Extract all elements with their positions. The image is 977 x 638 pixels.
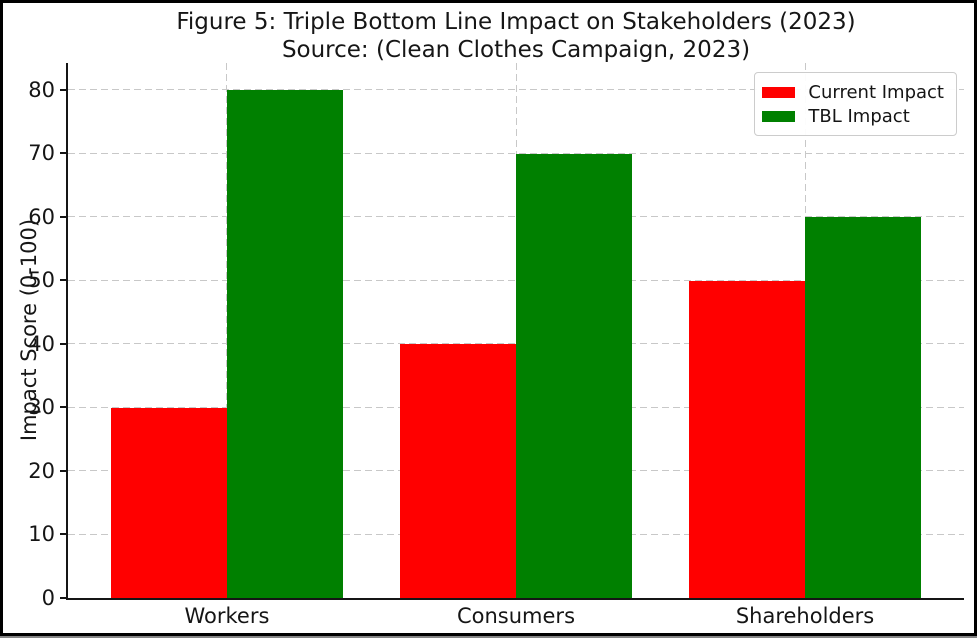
legend-label-tbl-impact: TBL Impact xyxy=(808,105,910,127)
bar-tbl-impact-workers xyxy=(226,90,343,598)
bar-current-impact-shareholders xyxy=(689,280,806,598)
legend-swatch-tbl-impact xyxy=(762,110,796,122)
y-tick-label-60: 60 xyxy=(28,204,55,229)
x-tick-label-shareholders: Shareholders xyxy=(735,604,875,628)
y-tick-80 xyxy=(60,88,66,91)
y-tick-10 xyxy=(60,533,66,536)
y-tick-50 xyxy=(60,279,66,282)
bar-tbl-impact-consumers xyxy=(516,153,632,598)
title-block: Figure 5: Triple Bottom Line Impact on S… xyxy=(68,8,964,64)
y-tick-label-0: 0 xyxy=(41,586,55,610)
y-tick-label-80: 80 xyxy=(28,77,55,102)
plot-area: Current Impact TBL Impact xyxy=(66,63,964,600)
y-tick-70 xyxy=(60,152,66,155)
legend-swatch-current-impact xyxy=(762,86,796,98)
y-tick-0 xyxy=(60,597,66,599)
chart-subtitle: Source: (Clean Clothes Campaign, 2023) xyxy=(281,37,751,63)
bar-current-impact-consumers xyxy=(400,344,516,598)
y-tick-label-40: 40 xyxy=(28,331,55,356)
chart-title: Figure 5: Triple Bottom Line Impact on S… xyxy=(176,9,856,35)
chart-canvas: Figure 5: Triple Bottom Line Impact on S… xyxy=(3,3,974,633)
y-tick-label-30: 30 xyxy=(28,395,55,420)
legend: Current Impact TBL Impact xyxy=(754,72,957,136)
y-tick-60 xyxy=(60,215,66,218)
x-tick-label-consumers: Consumers xyxy=(456,604,576,628)
y-tick-40 xyxy=(60,342,66,345)
y-tick-30 xyxy=(60,406,66,409)
bar-tbl-impact-shareholders xyxy=(805,217,921,598)
legend-item-tbl-impact: TBL Impact xyxy=(762,104,944,128)
y-tick-label-70: 70 xyxy=(28,141,55,166)
x-axis-spine xyxy=(66,598,964,600)
legend-item-current-impact: Current Impact xyxy=(762,80,944,104)
legend-label-current-impact: Current Impact xyxy=(808,81,944,103)
y-tick-label-20: 20 xyxy=(28,458,55,483)
y-tick-20 xyxy=(60,469,66,472)
y-axis-spine xyxy=(66,63,68,600)
x-tick-label-workers: Workers xyxy=(184,604,270,628)
y-tick-label-50: 50 xyxy=(28,268,55,293)
bar-current-impact-workers xyxy=(111,407,227,598)
y-tick-label-10: 10 xyxy=(28,522,55,547)
